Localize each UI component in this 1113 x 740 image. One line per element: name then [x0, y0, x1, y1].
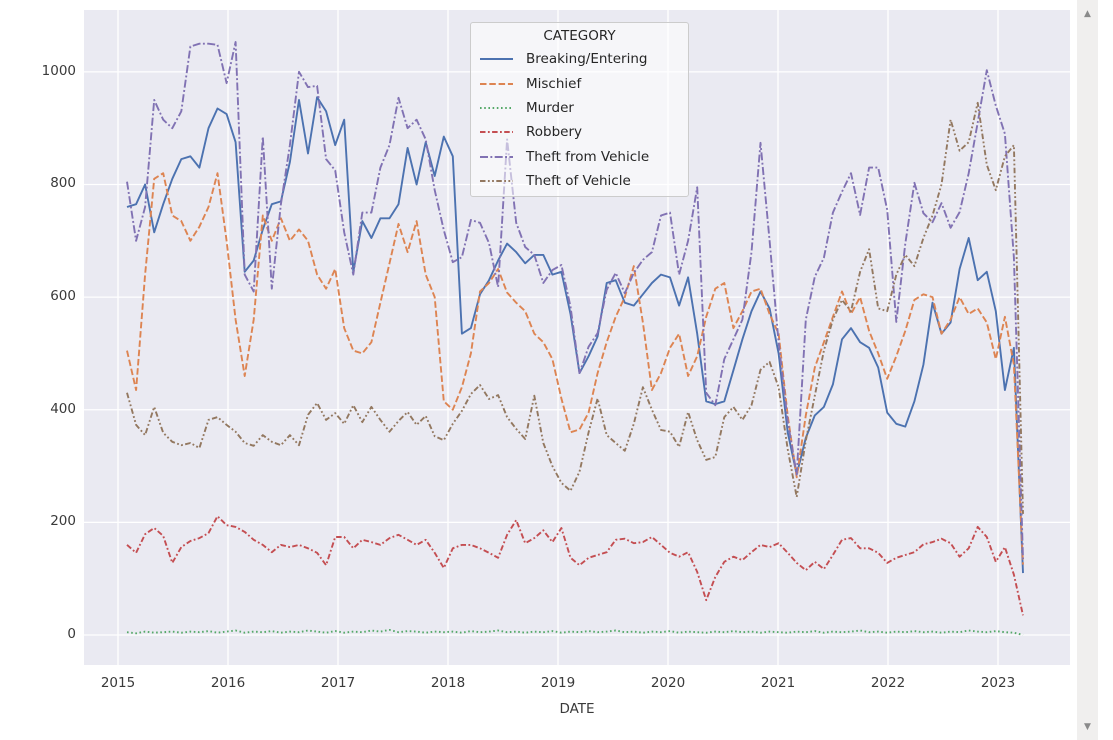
legend-line-sample-icon	[480, 82, 513, 85]
scroll-up-icon[interactable]: ▲	[1084, 8, 1091, 19]
legend-entry: Theft of Vehicle	[471, 169, 688, 193]
legend-entry: Theft from Vehicle	[471, 145, 688, 169]
x-tick-label: 2018	[430, 675, 466, 691]
legend-line-sample-icon	[480, 58, 513, 61]
series-robbery	[126, 515, 1024, 616]
x-tick-label: 2015	[100, 675, 136, 691]
series-theft-of-vehicle	[126, 101, 1024, 514]
x-tick-label: 2023	[980, 675, 1016, 691]
series-murder	[126, 628, 1024, 636]
y-tick-label: 0	[67, 626, 76, 642]
series-mischief	[126, 172, 1024, 565]
chart-figure: 0 200 400 600 800 1000 2015 2016 2017 2018 2019 20…	[41, 10, 1070, 717]
legend-entry-label: Murder	[526, 99, 574, 116]
x-axis-title: DATE	[559, 701, 595, 717]
legend-title: CATEGORY	[543, 28, 616, 44]
y-tick-label: 800	[50, 175, 76, 192]
legend-entry: Breaking/Entering	[471, 47, 688, 71]
legend-entry-label: Theft of Vehicle	[526, 173, 631, 190]
legend-entry-label: Mischief	[526, 75, 582, 92]
y-tick-label: 1000	[41, 62, 76, 79]
y-tick-label: 400	[50, 400, 76, 417]
scroll-down-icon[interactable]: ▼	[1084, 721, 1091, 732]
legend-entry: Murder	[471, 96, 688, 120]
legend-line-sample-icon	[480, 107, 513, 109]
y-tick-label: 600	[50, 288, 76, 305]
legend-entry-label: Robbery	[526, 124, 583, 141]
series-theft-from-vehicle	[126, 41, 1024, 560]
scrollbar[interactable]: ▲ ▼	[1077, 0, 1098, 740]
x-tick-label: 2021	[760, 675, 796, 691]
legend-entry-label: Breaking/Entering	[526, 51, 648, 68]
legend-line-sample-icon	[480, 180, 513, 183]
x-tick-label: 2016	[210, 675, 246, 691]
x-tick-label: 2019	[540, 675, 576, 691]
x-tick-label: 2017	[320, 675, 356, 691]
legend-line-sample-icon	[480, 131, 513, 134]
x-tick-label: 2020	[650, 675, 686, 691]
legend-line-sample-icon	[480, 155, 513, 158]
legend-entry-label: Theft from Vehicle	[526, 148, 650, 165]
x-tick-label: 2022	[870, 675, 906, 691]
legend-entry: Robbery	[471, 120, 688, 144]
legend: CATEGORY Breaking/Entering Mischief Murder…	[470, 22, 689, 197]
legend-entry: Mischief	[471, 71, 688, 95]
legend-entries: Breaking/Entering Mischief Murder Robbery Th…	[471, 47, 688, 193]
y-tick-label: 200	[50, 513, 76, 530]
